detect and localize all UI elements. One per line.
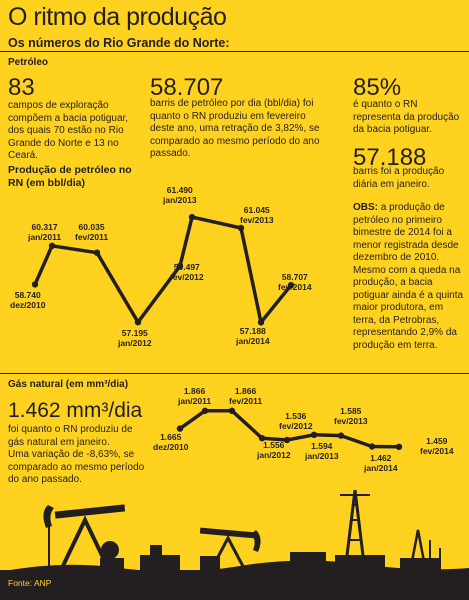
- stat-barris-value: 58.707: [150, 74, 224, 101]
- gas-date-label-2: fev/2011: [229, 396, 263, 406]
- stat-campos-value: 83: [8, 74, 35, 101]
- gas-value-label-2: 1.866: [234, 386, 257, 396]
- gas-data-label-3: 1.556 jan/2012: [257, 440, 291, 460]
- oil-value-label-6: 61.045: [243, 205, 270, 215]
- stat-percent-text: é quanto o RN representa da produção da …: [353, 99, 460, 135]
- oil-value-label-8: 58.707: [281, 272, 308, 282]
- gas-point-2: [228, 407, 236, 414]
- oil-points: [31, 213, 295, 326]
- stat-janeiro-text: barris foi a produção diária em janeiro.: [353, 166, 445, 190]
- oil-value-label-3: 57.195: [121, 328, 148, 338]
- oil-point-4: [176, 262, 184, 270]
- gas-point-4: [283, 436, 291, 444]
- oil-point-7: [257, 319, 265, 326]
- oil-data-label-0: 58.740 dez/2010: [10, 290, 45, 310]
- oil-value-label-5: 61.490: [166, 185, 193, 195]
- gas-points: [176, 407, 403, 450]
- oil-point-1: [48, 242, 56, 249]
- oil-value-label-4: 59.497: [173, 262, 200, 272]
- gas-data-label-8: 1.459 fev/2014: [420, 436, 454, 456]
- stat-barris-text: barris de petróleo por dia (bbl/dia) foi…: [150, 98, 320, 159]
- oil-data-label-3: 57.195 jan/2012: [118, 328, 152, 348]
- oil-point-2: [93, 249, 101, 256]
- oil-date-label-3: jan/2012: [118, 338, 152, 348]
- oil-point-8: [287, 282, 295, 289]
- oil-date-label-6: fev/2013: [240, 215, 274, 225]
- oil-data-label-1: 60.317 jan/2011: [28, 222, 61, 242]
- oil-data-label-2: 60.035 fev/2011: [75, 222, 108, 242]
- gas-date-label-5: jan/2013: [305, 451, 339, 461]
- gas-stat-value: 1.462 mm³/dia: [8, 399, 143, 422]
- oil-value-label-7: 57.188: [239, 326, 266, 336]
- gas-value-label-6: 1.585: [340, 406, 362, 416]
- gas-value-label-8: 1.459: [426, 436, 448, 446]
- gas-date-label-4: fev/2012: [279, 421, 313, 431]
- gas-data-label-4: 1.536 fev/2012: [279, 411, 313, 431]
- oil-data-label-7: 57.188 jan/2014: [236, 326, 270, 346]
- gas-date-label-1: jan/2011: [178, 396, 212, 406]
- header-divider: [0, 51, 469, 52]
- gas-date-label-7: jan/2014: [364, 463, 398, 473]
- section-title-petroleo: Petróleo: [8, 57, 49, 68]
- section-divider: [0, 373, 469, 374]
- oil-data-label-5: 61.490 jan/2013: [163, 185, 197, 205]
- gas-date-label-0: dez/2010: [153, 442, 189, 452]
- gas-value-label-3: 1.556: [263, 440, 285, 450]
- gas-data-label-0: 1.665 dez/2010: [153, 432, 188, 452]
- oil-data-label-4: 59.497 fev/2012: [170, 262, 204, 282]
- gas-point-8: [395, 443, 403, 450]
- stat-janeiro-value: 57.188: [353, 144, 427, 171]
- oil-series-line: [33, 215, 293, 325]
- obs-label: OBS:: [353, 202, 378, 213]
- gas-point-6: [337, 432, 345, 439]
- oil-point-5: [188, 213, 196, 221]
- gas-point-3: [258, 435, 266, 442]
- gas-value-label-1: 1.866: [183, 386, 206, 396]
- oil-data-label-6: 61.045 fev/2013: [240, 205, 274, 225]
- oil-value-label-2: 60.035: [78, 222, 105, 232]
- page-subtitle: Os números do Rio Grande do Norte:: [8, 36, 230, 50]
- oil-date-label-5: jan/2013: [163, 195, 197, 205]
- gas-data-label-1: 1.866 jan/2011: [178, 386, 211, 406]
- gas-date-label-6: fev/2013: [334, 416, 368, 426]
- oilfield-silhouette: [0, 489, 469, 600]
- oil-date-label-2: fev/2011: [75, 232, 109, 242]
- gas-data-label-2: 1.866 fev/2011: [229, 386, 262, 406]
- gas-value-label-4: 1.536: [285, 411, 307, 421]
- oil-value-label-0: 58.740: [14, 290, 41, 300]
- section-title-gas: Gás natural (em mm³/dia): [8, 379, 129, 390]
- oil-chart-title: Produção de petróleo no RN (em bbl/dia): [8, 164, 132, 189]
- oil-date-label-4: fev/2012: [170, 272, 204, 282]
- gas-data-label-5: 1.594 jan/2013: [305, 441, 339, 461]
- page-title: O ritmo da produção: [8, 3, 227, 31]
- gas-point-0: [176, 425, 184, 432]
- oil-point-6: [237, 224, 245, 232]
- gas-data-label-6: 1.585 fev/2013: [334, 406, 368, 426]
- obs-text: a produção de petróleo no primeiro bimes…: [353, 202, 464, 351]
- oil-date-label-0: dez/2010: [10, 300, 46, 310]
- gas-date-label-8: fev/2014: [420, 446, 454, 456]
- gas-value-label-5: 1.594: [311, 441, 333, 451]
- gas-value-label-0: 1.665: [160, 432, 182, 442]
- oil-date-label-1: jan/2011: [28, 232, 62, 242]
- obs-note: OBS: a produção de petróleo no primeiro …: [353, 202, 465, 352]
- oil-date-label-7: jan/2014: [236, 336, 270, 346]
- oil-value-label-1: 60.317: [31, 222, 58, 232]
- oil-point-0: [31, 281, 39, 288]
- stat-campos-text: campos de exploração compõem a bacia pot…: [8, 100, 129, 161]
- stat-percent-value: 85%: [353, 74, 402, 101]
- gas-point-5: [310, 431, 318, 438]
- oil-point-3: [134, 319, 142, 326]
- source-note: Fonte: ANP: [8, 578, 52, 588]
- oil-data-label-8: 58.707 fev/2014: [278, 272, 312, 292]
- gas-data-label-7: 1.462 jan/2014: [364, 453, 398, 473]
- gas-stat-text-2: Uma variação de -8,63%, se comparado ao …: [8, 449, 145, 485]
- oil-date-label-8: fev/2014: [278, 282, 312, 292]
- gas-value-label-7: 1.462: [370, 453, 392, 463]
- gas-stat-text-1: foi quanto o RN produziu de gás natural …: [8, 424, 133, 448]
- gas-date-label-3: jan/2012: [257, 450, 291, 460]
- gas-point-1: [201, 407, 209, 414]
- gas-point-7: [368, 443, 376, 450]
